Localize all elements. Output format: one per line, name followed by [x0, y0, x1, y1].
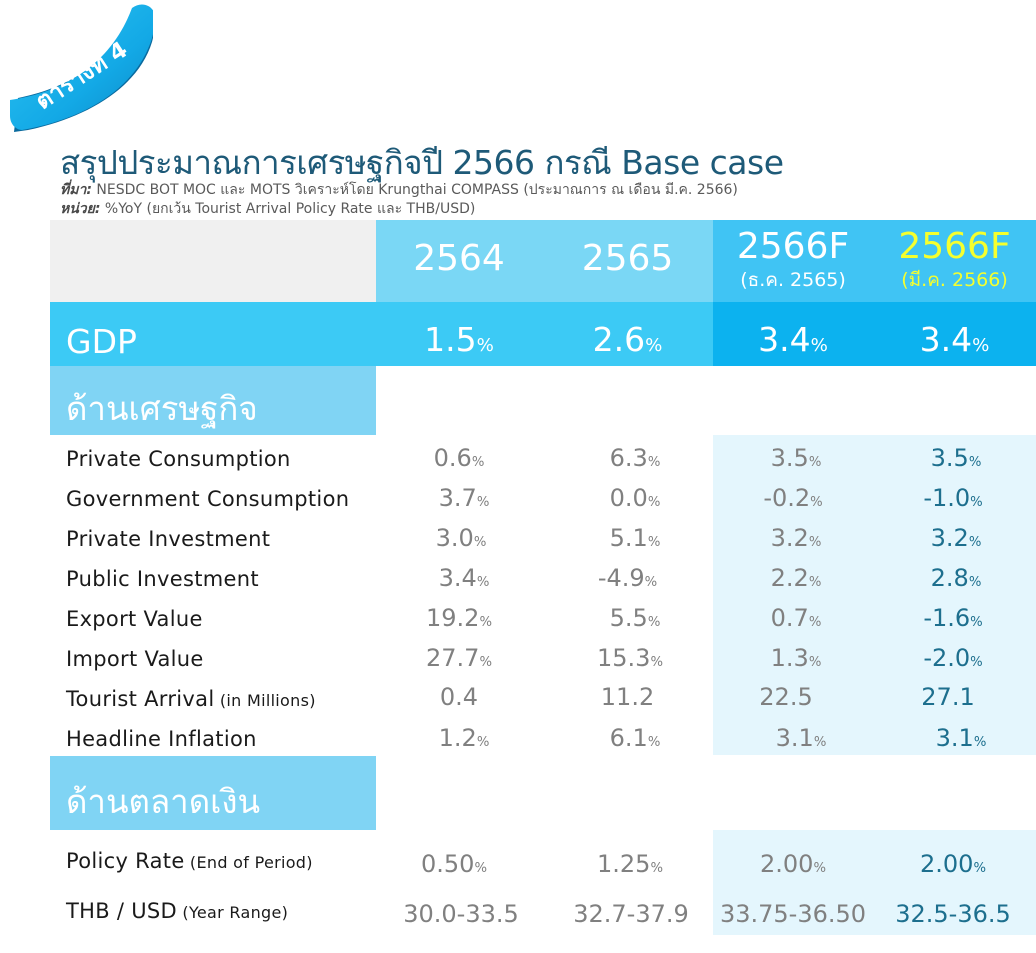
row-value-2565: 5.5%	[609, 604, 661, 632]
row-value-2566f-mar: -1.0%	[923, 484, 983, 512]
row-label: Headline Inflation	[66, 727, 257, 751]
economy-forecast-bg	[713, 435, 1036, 755]
row-value-2566f-mar: 32.5-36.5	[895, 900, 1011, 928]
row-label: Export Value	[66, 607, 203, 631]
row-value-2564: 3.7%	[438, 484, 490, 512]
row-value-2564: 1.2%	[438, 724, 490, 752]
row-value-2566f-mar: 3.5%	[930, 444, 982, 472]
row-value-2564: 27.7%	[426, 644, 492, 672]
row-value-2564: 3.0%	[435, 524, 487, 552]
gdp-2565: 2.6%	[592, 320, 663, 359]
unit-note: หน่วย: %YoY (ยกเว้น Tourist Arrival Poli…	[60, 201, 476, 217]
row-value-2565: -4.9%	[597, 564, 658, 592]
gdp-forecast-bg	[713, 302, 1036, 366]
header-2564: 2564	[413, 238, 505, 279]
gdp-label: GDP	[66, 322, 137, 361]
row-value-2564: 0.6%	[433, 444, 485, 472]
row-value-2564: 30.0-33.5	[403, 900, 519, 928]
header-2566f-dec-sub: (ธ.ค. 2565)	[740, 269, 846, 291]
row-value-2565: 1.25%	[597, 850, 663, 878]
row-value-2566f-dec: 3.5%	[770, 444, 822, 472]
header-forecast-bg	[713, 220, 1036, 302]
table-number-badge: ตารางที่ 4	[8, 0, 155, 140]
row-value-2566f-dec: 2.00%	[760, 850, 826, 878]
section-economy-label: ด้านเศรษฐกิจ	[66, 389, 258, 428]
row-value-2566f-mar: -2.0%	[923, 644, 983, 672]
row-value-2566f-dec: 0.7%	[770, 604, 822, 632]
header-2566f-mar-sub: (มี.ค. 2566)	[901, 269, 1008, 291]
row-value-2565: 32.7-37.9	[573, 900, 689, 928]
header-2565: 2565	[581, 238, 674, 279]
row-value-2564: 3.4%	[438, 564, 490, 592]
gdp-2566f-mar: 3.4%	[919, 320, 990, 359]
row-value-2566f-dec: 3.1%	[775, 724, 827, 752]
row-label: Private Investment	[66, 527, 271, 551]
row-value-2565: 11.2	[600, 683, 655, 711]
source-note: ที่มา: NESDC BOT MOC และ MOTS วิเคราะห์โ…	[60, 182, 738, 198]
row-label: Tourist Arrival (in Millions)	[66, 687, 316, 711]
row-value-2565: 15.3%	[597, 644, 663, 672]
row-value-2566f-mar: 2.8%	[930, 564, 982, 592]
row-value-2566f-mar: 2.00%	[920, 850, 986, 878]
row-label: Public Investment	[66, 567, 259, 591]
row-value-2565: 0.0%	[609, 484, 661, 512]
row-value-2564: 0.4	[439, 683, 479, 711]
section-economy-bg	[50, 366, 376, 435]
row-value-2566f-mar: -1.6%	[923, 604, 983, 632]
row-value-2566f-dec: 22.5	[759, 683, 813, 711]
row-value-2566f-dec: 2.2%	[770, 564, 822, 592]
row-label: Import Value	[66, 647, 204, 671]
row-label: Policy Rate (End of Period)	[66, 849, 313, 873]
row-value-2565: 5.1%	[609, 524, 661, 552]
row-value-2564: 0.50%	[421, 850, 487, 878]
row-value-2566f-dec: 1.3%	[770, 644, 822, 672]
row-value-2564: 19.2%	[426, 604, 492, 632]
row-value-2566f-dec: -0.2%	[763, 484, 823, 512]
row-label: Government Consumption	[66, 487, 350, 511]
gdp-row-bg	[50, 302, 713, 366]
row-value-2566f-dec: 33.75-36.50	[719, 900, 867, 928]
money-forecast-bg	[713, 830, 1036, 935]
section-money-bg	[50, 756, 376, 830]
row-value-2565: 6.3%	[609, 444, 661, 472]
ribbon-shape	[10, 4, 155, 132]
row-value-2565: 6.1%	[609, 724, 661, 752]
gdp-2566f-dec: 3.4%	[758, 320, 828, 359]
section-money-label: ด้านตลาดเงิน	[66, 782, 261, 821]
header-actual-bg	[376, 220, 713, 302]
row-value-2566f-mar: 27.1	[921, 683, 975, 711]
page-title: สรุปประมาณการเศรษฐกิจปี 2566 กรณี Base c…	[60, 143, 784, 182]
row-label: THB / USD (Year Range)	[66, 899, 289, 923]
header-2566f-mar: 2566F	[898, 226, 1011, 267]
row-value-2566f-dec: 3.2%	[770, 524, 822, 552]
row-value-2566f-mar: 3.2%	[930, 524, 982, 552]
gdp-2564: 1.5%	[424, 320, 494, 359]
row-value-2566f-mar: 3.1%	[935, 724, 987, 752]
header-corner	[50, 220, 376, 302]
row-label: Private Consumption	[66, 447, 291, 471]
header-2566f-dec: 2566F	[736, 226, 850, 267]
